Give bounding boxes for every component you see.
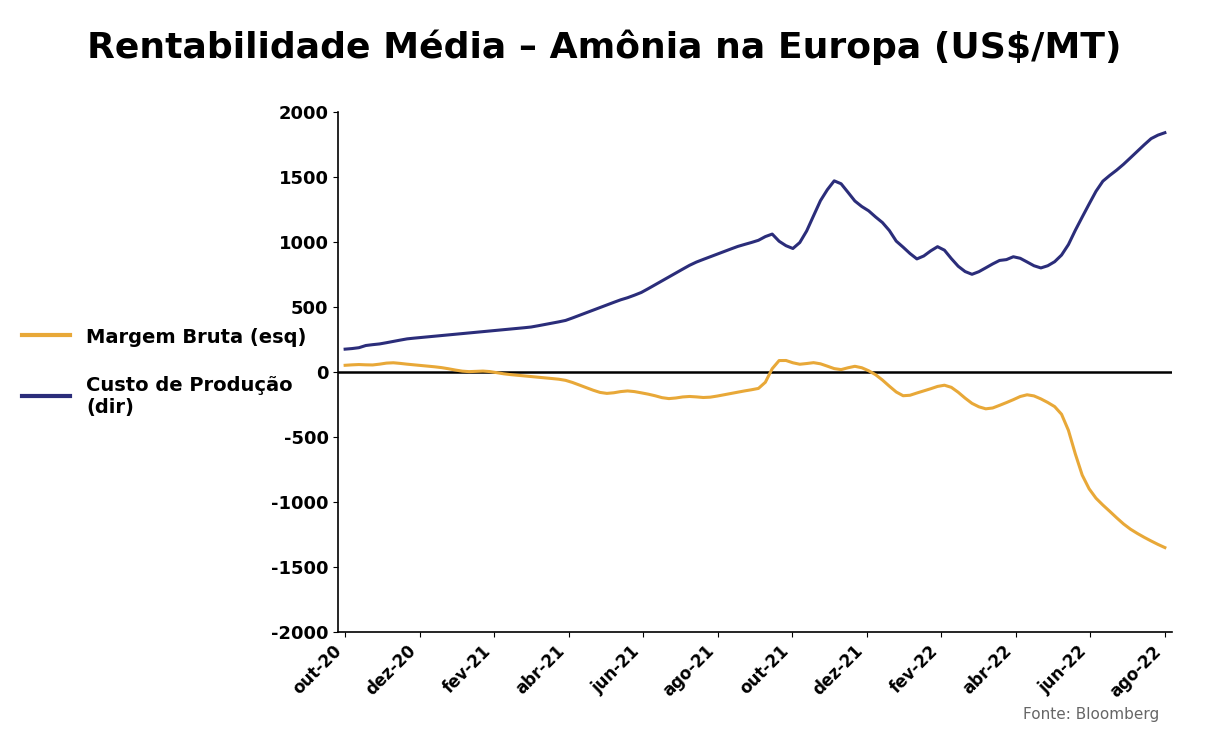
Text: Fonte: Bloomberg: Fonte: Bloomberg — [1023, 707, 1160, 722]
Legend: Margem Bruta (esq), Custo de Produção
(dir): Margem Bruta (esq), Custo de Produção (d… — [22, 327, 307, 417]
Text: Rentabilidade Média – Amônia na Europa (US$/MT): Rentabilidade Média – Amônia na Europa (… — [87, 30, 1121, 65]
